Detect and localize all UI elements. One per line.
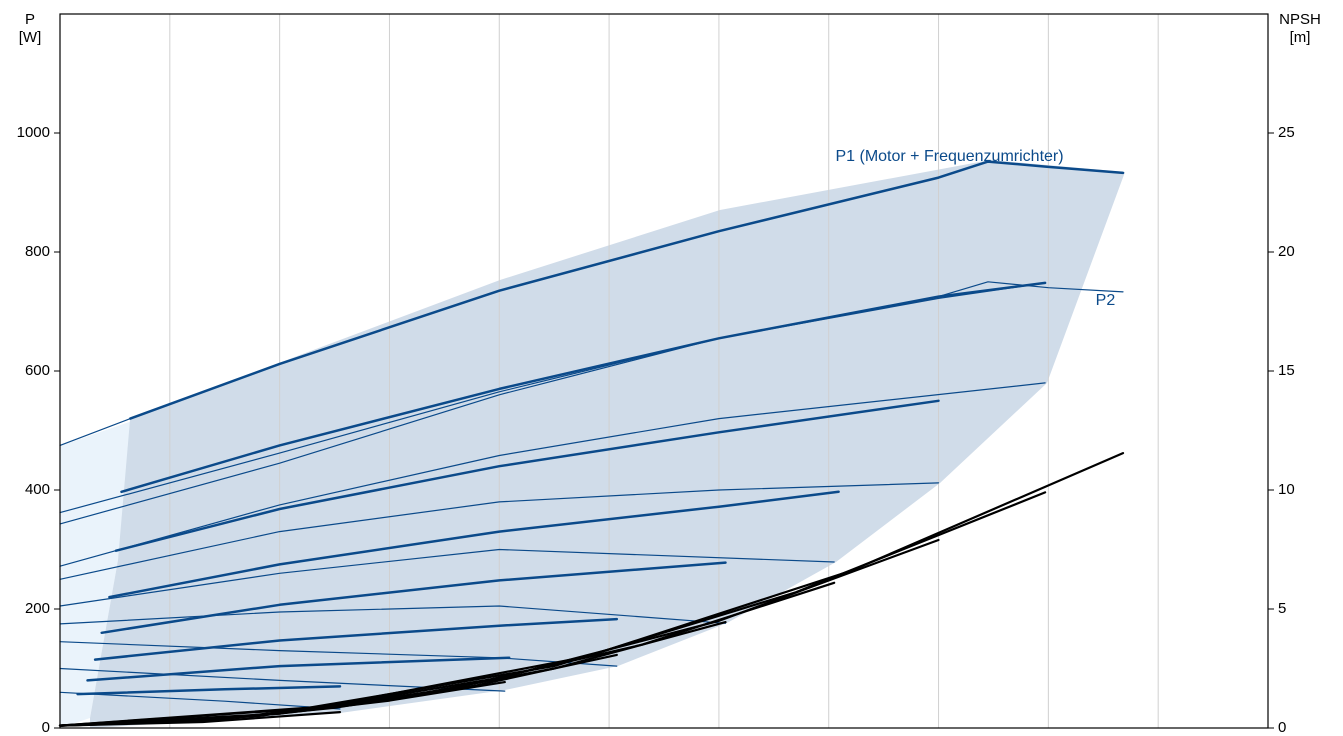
y-tick-label: 800 xyxy=(25,243,50,260)
curve xyxy=(86,656,511,682)
y2-tick-label: 0 xyxy=(1278,719,1286,736)
y2-tick-label: 5 xyxy=(1278,600,1286,617)
curve xyxy=(59,605,727,625)
annotation: P1 (Motor + Frequenzumrichter) xyxy=(835,148,1063,165)
curve xyxy=(58,711,342,727)
y-tick-label: 400 xyxy=(25,481,50,498)
curve xyxy=(59,382,1046,567)
y2-axis-label: [m] xyxy=(1290,29,1311,46)
curve xyxy=(100,561,727,635)
curve xyxy=(59,281,1124,514)
y-axis-label: [W] xyxy=(19,29,42,46)
y2-tick-label: 20 xyxy=(1278,243,1295,260)
y-tick-label: 200 xyxy=(25,600,50,617)
curve xyxy=(58,491,1047,727)
y-axis-label: P xyxy=(25,11,35,28)
curve xyxy=(59,282,1046,525)
operating-area xyxy=(90,160,1125,728)
y2-tick-label: 25 xyxy=(1278,124,1295,141)
lines xyxy=(58,160,1125,727)
annotation: P2 xyxy=(1096,292,1116,309)
curve xyxy=(59,482,940,580)
y-tick-label: 0 xyxy=(42,719,50,736)
curve xyxy=(114,399,940,552)
curve xyxy=(59,691,341,710)
y2-tick-label: 15 xyxy=(1278,362,1295,379)
curve xyxy=(59,548,835,607)
y-tick-label: 600 xyxy=(25,362,50,379)
curve xyxy=(129,160,1125,420)
y2-axis-label: NPSH xyxy=(1279,11,1321,28)
curve xyxy=(93,617,619,661)
curve xyxy=(108,490,840,599)
y2-tick-label: 10 xyxy=(1278,481,1295,498)
y-tick-label: 1000 xyxy=(17,124,50,141)
curve xyxy=(59,418,131,446)
curve xyxy=(76,685,342,696)
curve xyxy=(120,281,1047,494)
